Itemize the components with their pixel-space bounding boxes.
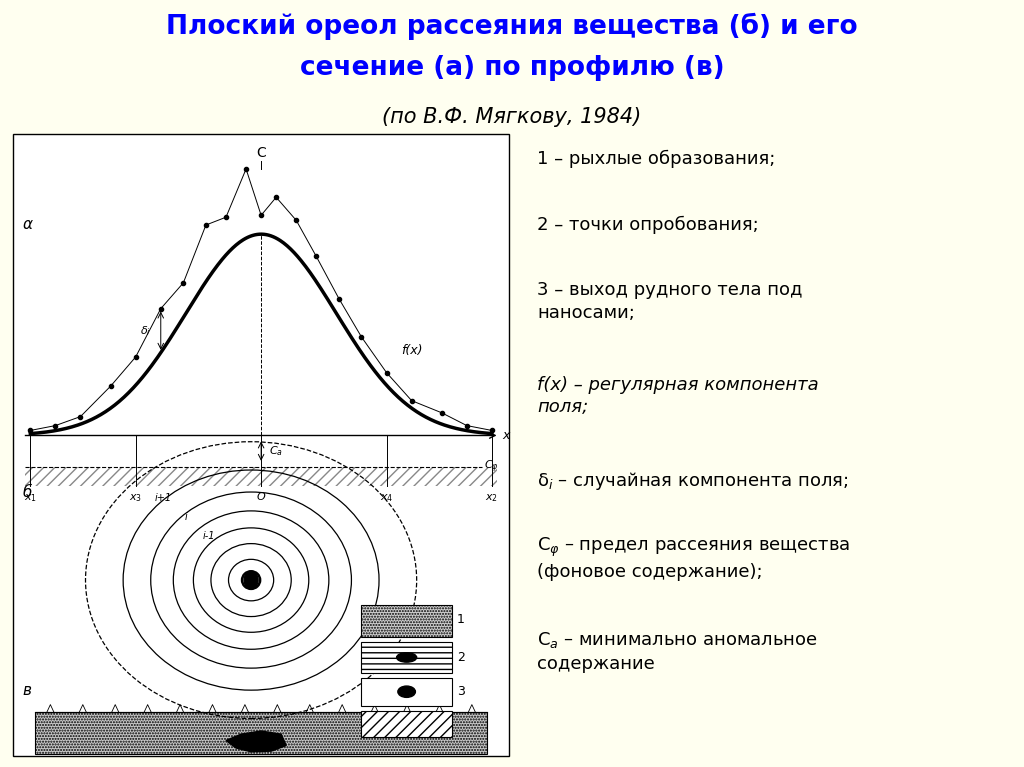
Text: 1 – рыхлые образования;: 1 – рыхлые образования; [537,150,775,167]
Text: 3 – выход рудного тела под
наносами;: 3 – выход рудного тела под наносами; [537,281,803,321]
Text: 2: 2 [457,651,465,664]
Text: x: x [502,429,509,442]
Text: O: O [257,492,265,502]
Bar [26,467,497,486]
Text: α: α [23,217,33,232]
Polygon shape [226,731,287,752]
Text: б: б [23,485,32,499]
Text: f(x): f(x) [401,344,423,357]
Bar [35,712,487,754]
Text: 3: 3 [457,685,465,698]
Text: C: C [256,146,266,160]
Text: $x_3$: $x_3$ [129,492,142,504]
Bar [361,711,452,737]
Text: $C_a$: $C_a$ [268,444,283,458]
Text: $x_1$: $x_1$ [24,492,37,504]
Bar [361,605,452,637]
Text: 1: 1 [457,613,465,626]
Text: δ$_i$ – случайная компонента поля;: δ$_i$ – случайная компонента поля; [537,470,849,492]
Text: C$_{φ}$ – предел рассеяния вещества
(фоновое содержание);: C$_{φ}$ – предел рассеяния вещества (фон… [537,536,850,581]
Text: $\delta_i$: $\delta_i$ [140,324,151,337]
Text: (по В.Ф. Мягкову, 1984): (по В.Ф. Мягкову, 1984) [382,107,642,127]
Text: f(x) – регулярная компонента
поля;: f(x) – регулярная компонента поля; [537,376,818,416]
Text: i: i [184,512,187,522]
Ellipse shape [396,653,417,662]
Text: i+1: i+1 [155,493,172,503]
Text: C$_a$ – минимально аномальное
содержание: C$_a$ – минимально аномальное содержание [537,630,818,673]
Bar [361,642,452,673]
Ellipse shape [398,686,416,697]
Text: $x_2$: $x_2$ [485,492,499,504]
Text: в: в [23,683,32,698]
Text: 4: 4 [457,718,465,731]
Text: $x_4$: $x_4$ [380,492,393,504]
Bar [361,677,452,706]
Text: Плоский ореол рассеяния вещества (б) и его: Плоский ореол рассеяния вещества (б) и е… [166,12,858,40]
Text: 2 – точки опробования;: 2 – точки опробования; [537,216,759,233]
Text: $C_{\varphi}$: $C_{\varphi}$ [484,459,499,475]
Text: сечение (а) по профилю (в): сечение (а) по профилю (в) [300,54,724,81]
Text: i-1: i-1 [202,531,215,541]
Circle shape [244,571,258,589]
